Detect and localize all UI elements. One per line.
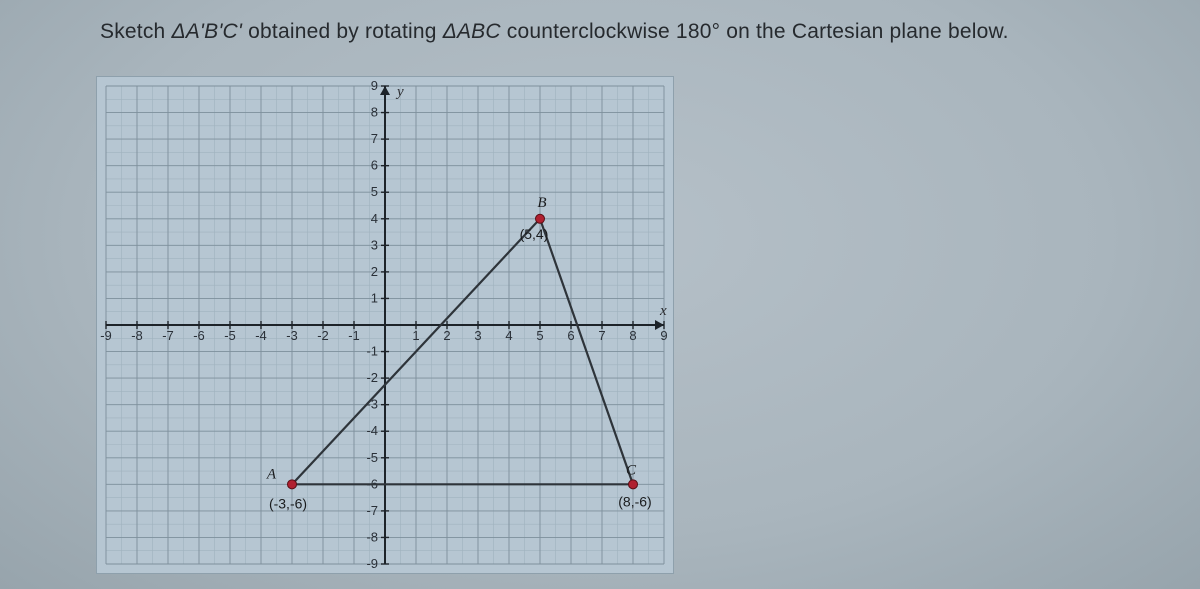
y-tick-label: 5 [371, 184, 378, 199]
y-tick-label: -4 [366, 423, 378, 438]
x-tick-label: -7 [162, 328, 174, 343]
x-tick-label: -6 [193, 328, 205, 343]
x-tick-label: 1 [412, 328, 419, 343]
question-prompt: Sketch ΔA'B'C' obtained by rotating ΔABC… [100, 20, 1009, 44]
y-tick-label: 6 [371, 158, 378, 173]
vertex-c [629, 480, 638, 489]
y-tick-label: -7 [366, 503, 378, 518]
vertex-label-b: B [537, 195, 546, 211]
vertex-coords-a: (-3,-6) [269, 495, 307, 511]
y-tick-label: 4 [371, 211, 378, 226]
y-tick-label: -2 [366, 370, 378, 385]
vertex-label-c: C [626, 462, 637, 478]
y-tick-label: 3 [371, 237, 378, 252]
x-tick-label: -2 [317, 328, 329, 343]
y-tick-label: 9 [371, 78, 378, 93]
x-tick-label: 2 [443, 328, 450, 343]
graph-svg: -9-8-7-6-5-4-3-2-1123456789-9-8-7-6-5-4-… [96, 76, 674, 574]
vertex-a [288, 480, 297, 489]
vertex-b [536, 214, 545, 223]
y-tick-label: 2 [371, 264, 378, 279]
prompt-suffix: counterclockwise 180° on the Cartesian p… [501, 20, 1009, 43]
y-tick-label: 8 [371, 105, 378, 120]
prompt-prefix: Sketch [100, 20, 171, 43]
x-axis-label: x [659, 303, 667, 319]
x-tick-label: -8 [131, 328, 143, 343]
prompt-tri-abc: ΔABC [443, 20, 501, 43]
x-tick-label: -1 [348, 328, 360, 343]
y-tick-label: -8 [366, 529, 378, 544]
x-tick-label: 8 [629, 328, 636, 343]
x-tick-label: 6 [567, 328, 574, 343]
x-tick-label: -3 [286, 328, 298, 343]
y-tick-label: -1 [366, 344, 378, 359]
vertex-label-a: A [266, 466, 277, 482]
x-tick-label: 3 [474, 328, 481, 343]
y-tick-label: 1 [371, 290, 378, 305]
vertex-coords-c: (8,-6) [618, 493, 651, 509]
prompt-middle: obtained by rotating [242, 20, 443, 43]
vertex-coords-b: (5,4) [520, 226, 549, 242]
x-tick-label: -9 [100, 328, 112, 343]
prompt-tri-prime: ΔA'B'C' [171, 20, 242, 43]
x-tick-label: 4 [505, 328, 512, 343]
x-tick-label: 7 [598, 328, 605, 343]
page: Sketch ΔA'B'C' obtained by rotating ΔABC… [0, 0, 1200, 589]
cartesian-plane: -9-8-7-6-5-4-3-2-1123456789-9-8-7-6-5-4-… [90, 70, 680, 580]
y-axis-label: y [395, 84, 404, 100]
y-tick-label: -5 [366, 450, 378, 465]
y-tick-label: 7 [371, 131, 378, 146]
y-tick-label: -9 [366, 556, 378, 571]
x-tick-label: 5 [536, 328, 543, 343]
x-tick-label: 9 [660, 328, 667, 343]
x-tick-label: -4 [255, 328, 267, 343]
x-tick-label: -5 [224, 328, 236, 343]
